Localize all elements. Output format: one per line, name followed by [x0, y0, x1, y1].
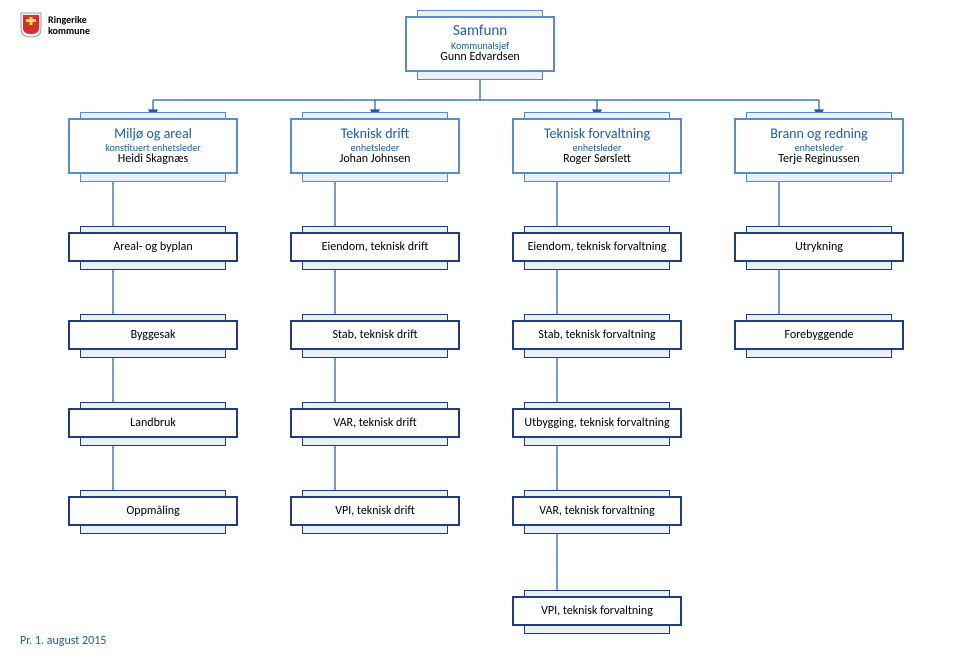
sub-box: VPI, teknisk forvaltning [512, 596, 682, 626]
sub-label: Byggesak [76, 328, 230, 342]
dept-title: Miljø og areal [76, 126, 230, 142]
sub-label: Utrykning [742, 240, 896, 254]
logo: Ringerike kommune [20, 12, 90, 38]
sub-label: VPI, teknisk forvaltning [520, 604, 674, 618]
sub-box: Stab, teknisk drift [290, 320, 460, 350]
dept-subtitle: enhetsleder [298, 142, 452, 153]
sub-tab-bot [302, 262, 448, 270]
dept-title: Brann og redning [742, 126, 896, 142]
sub-label: Landbruk [76, 416, 230, 430]
sub-label: Areal- og byplan [76, 240, 230, 254]
sub-tab-bot [302, 438, 448, 446]
sub-tab-bot [80, 350, 226, 358]
sub-box: VAR, teknisk forvaltning [512, 496, 682, 526]
sub-label: VAR, teknisk drift [298, 416, 452, 430]
dept-name: Terje Reginussen [742, 153, 896, 167]
dept-box: Brann og redningenhetslederTerje Reginus… [734, 118, 904, 174]
root-box: Samfunn Kommunalsjef Gunn Edvardsen [405, 16, 555, 72]
sub-label: Stab, teknisk drift [298, 328, 452, 342]
sub-tab-bot [524, 350, 670, 358]
dept-tab-bot [80, 174, 226, 182]
sub-box: Byggesak [68, 320, 238, 350]
dept-tab-bot [746, 174, 892, 182]
dept-title: Teknisk forvaltning [520, 126, 674, 142]
sub-box: Utrykning [734, 232, 904, 262]
sub-label: Eiendom, teknisk drift [298, 240, 452, 254]
dept-subtitle: konstituert enhetsleder [76, 142, 230, 153]
dept-box: Teknisk forvaltningenhetslederRoger Sørs… [512, 118, 682, 174]
sub-label: Utbygging, teknisk forvaltning [520, 416, 674, 430]
sub-box: Eiendom, teknisk forvaltning [512, 232, 682, 262]
sub-tab-bot [746, 262, 892, 270]
root-title: Samfunn [413, 23, 547, 40]
dept-box: Teknisk driftenhetslederJohan Johnsen [290, 118, 460, 174]
dept-tab-bot [524, 174, 670, 182]
sub-label: Eiendom, teknisk forvaltning [520, 240, 674, 254]
sub-tab-bot [80, 438, 226, 446]
dept-tab-bot [302, 174, 448, 182]
sub-tab-bot [524, 262, 670, 270]
logo-line2: kommune [48, 25, 90, 36]
sub-tab-bot [524, 626, 670, 634]
sub-box: Areal- og byplan [68, 232, 238, 262]
dept-name: Johan Johnsen [298, 153, 452, 167]
sub-tab-bot [302, 526, 448, 534]
sub-box: Oppmåling [68, 496, 238, 526]
dept-name: Roger Sørslett [520, 153, 674, 167]
sub-tab-bot [524, 526, 670, 534]
sub-box: Eiendom, teknisk drift [290, 232, 460, 262]
sub-box: VAR, teknisk drift [290, 408, 460, 438]
sub-label: Oppmåling [76, 504, 230, 518]
root-name: Gunn Edvardsen [413, 51, 547, 65]
dept-box: Miljø og arealkonstituert enhetslederHei… [68, 118, 238, 174]
dept-name: Heidi Skagnæs [76, 153, 230, 167]
footer-date: Pr. 1. august 2015 [20, 634, 106, 648]
sub-label: Stab, teknisk forvaltning [520, 328, 674, 342]
root-tab-bot [417, 72, 543, 80]
sub-box: Stab, teknisk forvaltning [512, 320, 682, 350]
sub-label: VAR, teknisk forvaltning [520, 504, 674, 518]
sub-box: Utbygging, teknisk forvaltning [512, 408, 682, 438]
sub-tab-bot [524, 438, 670, 446]
sub-box: VPI, teknisk drift [290, 496, 460, 526]
dept-title: Teknisk drift [298, 126, 452, 142]
sub-box: Forebyggende [734, 320, 904, 350]
sub-tab-bot [80, 262, 226, 270]
sub-tab-bot [80, 526, 226, 534]
dept-subtitle: enhetsleder [520, 142, 674, 153]
sub-label: Forebyggende [742, 328, 896, 342]
shield-icon [20, 12, 42, 38]
sub-tab-bot [746, 350, 892, 358]
dept-subtitle: enhetsleder [742, 142, 896, 153]
sub-box: Landbruk [68, 408, 238, 438]
logo-text: Ringerike kommune [48, 14, 90, 36]
sub-tab-bot [302, 350, 448, 358]
sub-label: VPI, teknisk drift [298, 504, 452, 518]
